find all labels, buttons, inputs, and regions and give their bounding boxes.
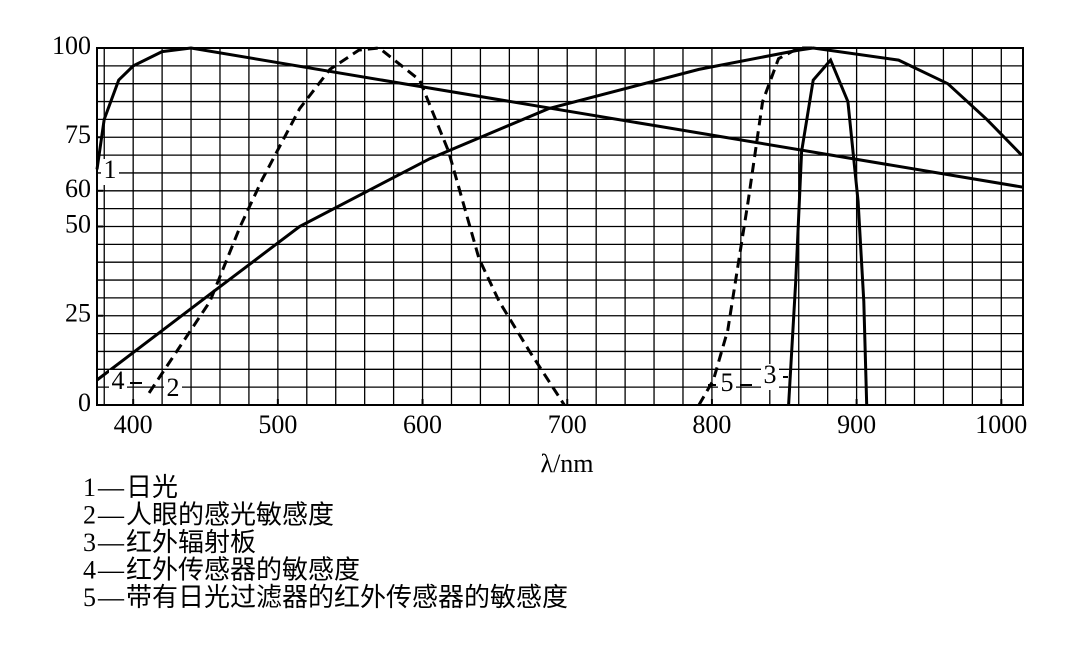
curve-label: 5 bbox=[721, 368, 734, 397]
legend-separator: — bbox=[97, 500, 125, 529]
legend-separator: — bbox=[97, 528, 125, 557]
legend-entry: 1—日光 bbox=[83, 473, 178, 502]
legend-number: 1 bbox=[83, 473, 96, 502]
x-tick-label: 700 bbox=[548, 410, 587, 439]
legend-name: 日光 bbox=[126, 473, 178, 502]
legend-entry: 3—红外辐射板 bbox=[83, 528, 256, 557]
y-tick-label: 25 bbox=[65, 299, 91, 328]
line-series bbox=[147, 46, 566, 406]
y-tick-label: 100 bbox=[52, 31, 91, 60]
x-tick-label: 500 bbox=[258, 410, 297, 439]
x-tick-label: 400 bbox=[114, 410, 153, 439]
x-tick-label: 1000 bbox=[975, 410, 1027, 439]
label-bg bbox=[718, 372, 736, 398]
legend-number: 2 bbox=[83, 500, 96, 529]
legend-entry: 4—红外传感器的敏感度 bbox=[83, 555, 360, 584]
y-tick-label: 75 bbox=[65, 120, 91, 149]
line-series bbox=[787, 57, 869, 406]
legend-separator: — bbox=[97, 583, 125, 612]
legend-entry: 5—带有日光过滤器的红外传感器的敏感度 bbox=[83, 583, 568, 612]
legend-separator: — bbox=[97, 473, 125, 502]
curve-label: 3 bbox=[764, 360, 777, 389]
y-tick-label: 50 bbox=[65, 209, 91, 238]
curve-label: 2 bbox=[167, 373, 180, 402]
x-tick-label: 900 bbox=[837, 410, 876, 439]
legend-name: 红外辐射板 bbox=[126, 528, 256, 557]
legend-name: 红外传感器的敏感度 bbox=[126, 555, 360, 584]
legend-number: 5 bbox=[83, 583, 96, 612]
line-series bbox=[697, 46, 814, 406]
legend-entry: 2—人眼的感光敏感度 bbox=[83, 500, 334, 529]
x-tick-label: 800 bbox=[692, 410, 731, 439]
label-bg bbox=[164, 377, 182, 403]
label-bg bbox=[101, 159, 119, 185]
label-bg bbox=[761, 364, 779, 390]
x-axis-label: λ/nm bbox=[540, 449, 593, 478]
legend-name: 带有日光过滤器的红外传感器的敏感度 bbox=[126, 583, 568, 612]
curve-label: 4 bbox=[112, 366, 125, 395]
x-tick-label: 600 bbox=[403, 410, 442, 439]
legend-number: 4 bbox=[83, 555, 96, 584]
legend-separator: — bbox=[97, 555, 125, 584]
label-bg bbox=[109, 370, 127, 396]
y-tick-label: 60 bbox=[65, 174, 91, 203]
legend-number: 3 bbox=[83, 528, 96, 557]
line-series bbox=[95, 46, 1024, 189]
curve-label: 1 bbox=[104, 155, 117, 184]
line-series bbox=[96, 46, 1023, 382]
legend-name: 人眼的感光敏感度 bbox=[126, 500, 334, 529]
y-tick-label: 0 bbox=[78, 388, 91, 417]
